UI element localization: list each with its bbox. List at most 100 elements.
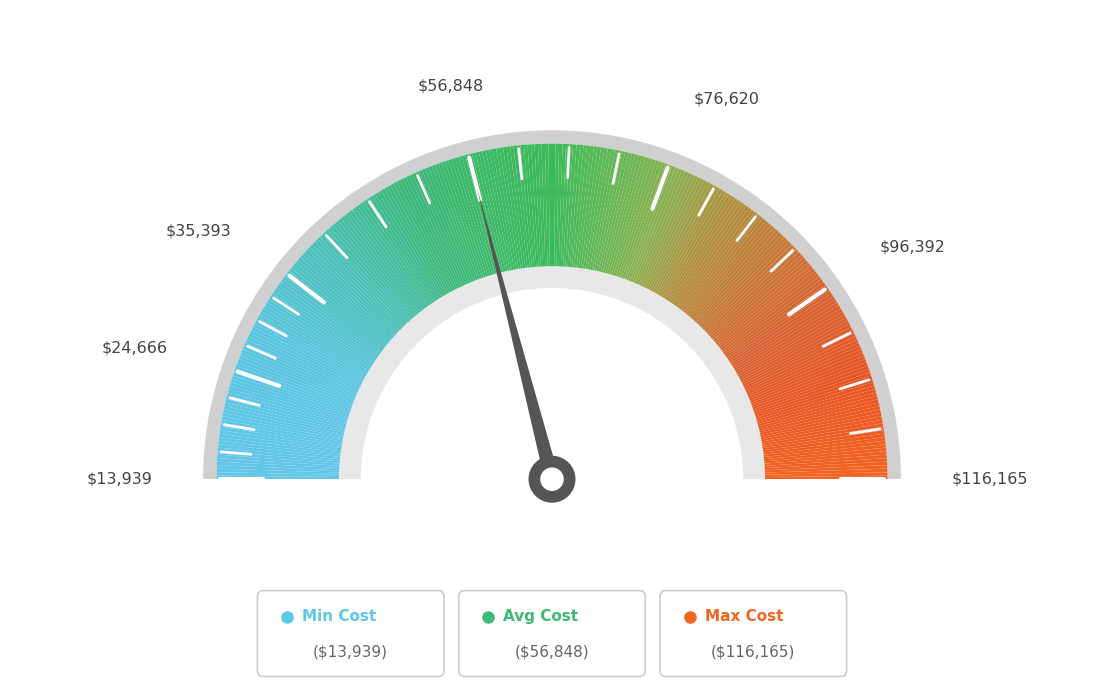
Wedge shape bbox=[367, 198, 438, 306]
Wedge shape bbox=[236, 362, 357, 408]
Wedge shape bbox=[227, 393, 351, 428]
Wedge shape bbox=[283, 277, 386, 355]
Wedge shape bbox=[715, 270, 817, 352]
Wedge shape bbox=[752, 389, 877, 425]
Wedge shape bbox=[418, 170, 471, 288]
Wedge shape bbox=[317, 237, 408, 331]
Wedge shape bbox=[549, 144, 552, 271]
Wedge shape bbox=[244, 343, 362, 397]
Wedge shape bbox=[725, 293, 834, 366]
Wedge shape bbox=[599, 152, 631, 277]
Wedge shape bbox=[369, 196, 440, 305]
Wedge shape bbox=[647, 180, 708, 295]
Wedge shape bbox=[465, 155, 500, 278]
Wedge shape bbox=[510, 146, 528, 273]
Wedge shape bbox=[755, 406, 880, 436]
Wedge shape bbox=[432, 165, 479, 285]
Wedge shape bbox=[217, 458, 344, 469]
Wedge shape bbox=[736, 324, 851, 385]
Wedge shape bbox=[280, 279, 385, 357]
Wedge shape bbox=[220, 430, 347, 451]
Wedge shape bbox=[227, 389, 352, 425]
Wedge shape bbox=[222, 413, 348, 440]
Text: Max Cost: Max Cost bbox=[704, 609, 783, 624]
Text: $56,848: $56,848 bbox=[417, 79, 484, 94]
Wedge shape bbox=[245, 339, 363, 395]
Text: $96,392: $96,392 bbox=[880, 240, 946, 255]
Wedge shape bbox=[289, 268, 391, 350]
Wedge shape bbox=[219, 434, 346, 453]
Wedge shape bbox=[724, 290, 831, 364]
Wedge shape bbox=[217, 448, 344, 462]
Wedge shape bbox=[458, 156, 496, 279]
Wedge shape bbox=[645, 179, 704, 294]
Wedge shape bbox=[230, 382, 353, 421]
Wedge shape bbox=[667, 199, 741, 307]
Wedge shape bbox=[758, 437, 885, 455]
Wedge shape bbox=[691, 230, 779, 326]
Wedge shape bbox=[339, 266, 765, 479]
Wedge shape bbox=[322, 233, 411, 328]
Wedge shape bbox=[240, 353, 360, 403]
Wedge shape bbox=[661, 194, 732, 304]
Wedge shape bbox=[743, 346, 861, 399]
Wedge shape bbox=[586, 148, 612, 275]
Wedge shape bbox=[310, 244, 403, 335]
Wedge shape bbox=[278, 282, 384, 359]
Wedge shape bbox=[412, 172, 467, 290]
Wedge shape bbox=[247, 336, 364, 393]
Wedge shape bbox=[758, 434, 885, 453]
Wedge shape bbox=[679, 214, 761, 316]
Wedge shape bbox=[749, 369, 870, 413]
Wedge shape bbox=[627, 166, 676, 286]
Wedge shape bbox=[203, 130, 901, 479]
Wedge shape bbox=[233, 372, 354, 415]
Wedge shape bbox=[428, 166, 477, 286]
Wedge shape bbox=[676, 210, 755, 313]
Wedge shape bbox=[563, 144, 573, 272]
Wedge shape bbox=[312, 242, 405, 334]
Wedge shape bbox=[760, 469, 888, 475]
Wedge shape bbox=[559, 144, 566, 271]
Text: Avg Cost: Avg Cost bbox=[503, 609, 578, 624]
Wedge shape bbox=[588, 149, 615, 275]
Wedge shape bbox=[681, 216, 763, 317]
Wedge shape bbox=[740, 333, 856, 391]
Wedge shape bbox=[565, 144, 576, 272]
Wedge shape bbox=[263, 306, 374, 373]
Wedge shape bbox=[604, 155, 639, 278]
Wedge shape bbox=[747, 366, 869, 411]
Wedge shape bbox=[534, 144, 543, 271]
Wedge shape bbox=[226, 396, 350, 430]
Wedge shape bbox=[574, 146, 591, 273]
Wedge shape bbox=[517, 145, 532, 273]
Wedge shape bbox=[222, 416, 348, 442]
Wedge shape bbox=[637, 172, 692, 290]
FancyBboxPatch shape bbox=[459, 591, 645, 676]
Wedge shape bbox=[270, 293, 379, 366]
Wedge shape bbox=[224, 402, 350, 434]
Wedge shape bbox=[554, 144, 559, 271]
Wedge shape bbox=[287, 270, 389, 352]
Wedge shape bbox=[760, 455, 887, 466]
Wedge shape bbox=[720, 282, 826, 359]
Wedge shape bbox=[503, 147, 523, 273]
Wedge shape bbox=[435, 164, 481, 284]
Wedge shape bbox=[719, 279, 824, 357]
Wedge shape bbox=[388, 185, 452, 298]
Wedge shape bbox=[438, 162, 484, 284]
Wedge shape bbox=[654, 187, 720, 299]
Wedge shape bbox=[760, 462, 888, 471]
Wedge shape bbox=[757, 430, 884, 451]
Wedge shape bbox=[448, 159, 490, 282]
Wedge shape bbox=[381, 188, 448, 300]
Wedge shape bbox=[415, 171, 469, 289]
Wedge shape bbox=[618, 161, 662, 283]
Wedge shape bbox=[732, 311, 845, 377]
Wedge shape bbox=[219, 441, 346, 457]
Wedge shape bbox=[698, 239, 789, 332]
Wedge shape bbox=[744, 349, 862, 401]
Wedge shape bbox=[688, 225, 774, 323]
Wedge shape bbox=[253, 324, 368, 385]
Wedge shape bbox=[473, 152, 505, 277]
